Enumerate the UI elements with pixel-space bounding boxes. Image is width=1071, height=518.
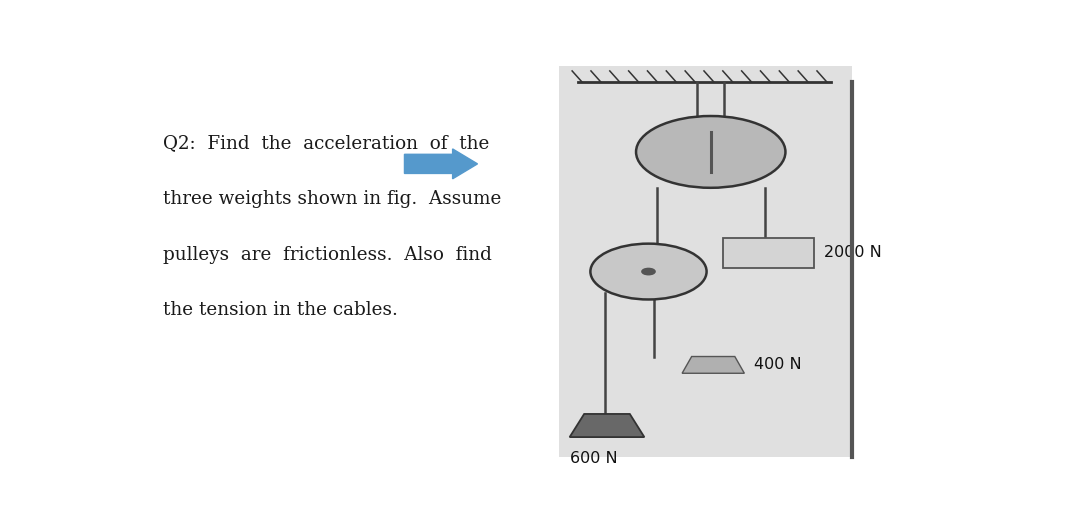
Text: three weights shown in fig.  Assume: three weights shown in fig. Assume — [163, 190, 501, 208]
FancyArrow shape — [405, 149, 478, 179]
Text: pulleys  are  frictionless.  Also  find: pulleys are frictionless. Also find — [163, 246, 492, 264]
Circle shape — [642, 268, 655, 275]
Text: 2000 N: 2000 N — [825, 245, 883, 260]
Circle shape — [636, 116, 785, 188]
Text: 600 N: 600 N — [570, 451, 617, 466]
Circle shape — [590, 243, 707, 299]
Text: 400 N: 400 N — [754, 357, 802, 372]
Text: Q2:  Find  the  acceleration  of  the: Q2: Find the acceleration of the — [163, 134, 489, 152]
Bar — [723, 238, 814, 268]
Polygon shape — [682, 356, 744, 373]
Bar — [559, 66, 851, 457]
Polygon shape — [570, 414, 645, 437]
Text: the tension in the cables.: the tension in the cables. — [163, 301, 397, 320]
